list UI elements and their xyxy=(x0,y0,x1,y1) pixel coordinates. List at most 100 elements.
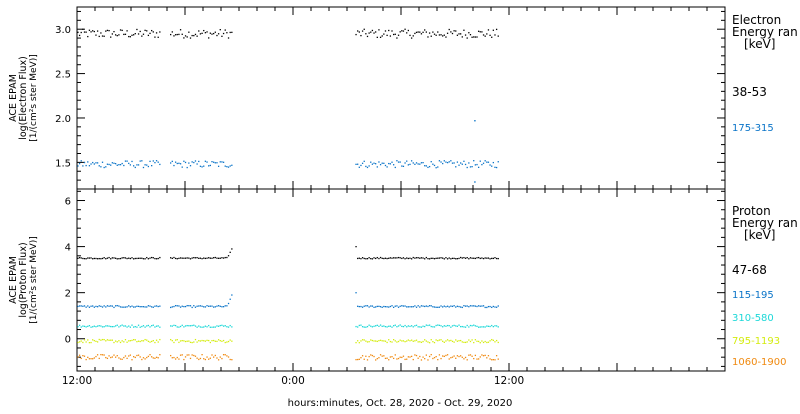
data-point xyxy=(188,257,190,259)
data-point xyxy=(432,306,434,308)
data-point xyxy=(389,257,392,259)
data-point xyxy=(355,245,357,248)
data-point xyxy=(381,306,383,308)
data-point xyxy=(111,339,113,341)
data-point xyxy=(116,324,118,326)
data-point xyxy=(108,355,110,357)
data-point xyxy=(154,305,156,307)
data-point xyxy=(90,31,92,33)
data-point xyxy=(92,161,94,164)
data-point xyxy=(415,31,418,34)
data-point xyxy=(95,305,97,308)
data-point xyxy=(425,354,427,356)
data-point xyxy=(124,257,127,259)
data-point xyxy=(394,33,396,35)
data-point xyxy=(371,339,374,342)
data-point xyxy=(399,356,401,358)
data-point xyxy=(357,358,359,361)
data-point xyxy=(401,325,403,328)
data-point xyxy=(375,359,377,361)
data-point xyxy=(437,257,439,259)
data-point xyxy=(461,306,463,309)
data-point xyxy=(468,339,470,341)
data-point xyxy=(85,164,87,167)
data-point xyxy=(83,325,86,328)
data-point xyxy=(90,257,92,259)
data-point xyxy=(174,324,177,327)
data-point xyxy=(116,34,118,37)
data-point xyxy=(229,339,231,341)
data-point xyxy=(85,358,87,361)
data-point xyxy=(157,325,159,327)
data-point xyxy=(132,326,135,328)
data-point xyxy=(184,340,187,343)
data-point xyxy=(437,324,439,326)
data-point xyxy=(78,34,81,37)
data-point xyxy=(358,257,360,259)
data-point xyxy=(360,357,362,359)
data-point xyxy=(194,257,197,259)
data-point xyxy=(463,29,465,31)
data-point xyxy=(489,164,491,166)
data-point xyxy=(110,164,112,166)
data-point xyxy=(486,33,488,35)
data-point xyxy=(495,306,498,308)
data-point xyxy=(90,341,92,344)
data-point xyxy=(373,325,375,327)
data-point xyxy=(492,161,494,164)
data-point xyxy=(378,339,380,342)
data-point xyxy=(221,357,223,360)
data-point xyxy=(366,35,369,38)
data-point xyxy=(414,325,416,327)
data-point xyxy=(85,341,87,343)
data-point xyxy=(396,160,398,162)
data-point xyxy=(473,357,475,360)
data-point xyxy=(428,305,431,307)
data-point xyxy=(96,162,99,164)
data-point xyxy=(357,257,359,260)
data-point xyxy=(394,340,396,342)
data-point xyxy=(113,325,115,328)
data-point xyxy=(144,306,146,308)
data-point xyxy=(231,31,233,34)
data-point xyxy=(111,356,113,358)
data-point xyxy=(108,256,110,259)
data-point xyxy=(396,257,398,259)
data-point xyxy=(482,162,485,164)
data-point xyxy=(108,305,110,307)
data-point xyxy=(455,166,457,168)
data-point xyxy=(363,28,365,30)
data-point xyxy=(469,166,472,168)
data-point xyxy=(98,325,100,327)
data-point xyxy=(358,31,360,33)
data-point xyxy=(357,340,359,342)
data-point xyxy=(110,356,112,359)
data-point xyxy=(149,354,151,356)
data-point xyxy=(193,161,195,164)
data-point xyxy=(174,257,177,260)
data-point xyxy=(198,257,200,260)
data-point xyxy=(394,305,396,307)
data-point xyxy=(129,36,132,38)
data-point xyxy=(222,306,225,308)
data-point xyxy=(445,325,447,327)
data-point xyxy=(93,30,95,33)
data-point xyxy=(105,325,107,327)
data-point xyxy=(113,354,115,356)
data-point xyxy=(152,340,154,342)
data-point xyxy=(404,341,406,343)
data-point xyxy=(361,355,364,357)
data-point xyxy=(123,164,125,167)
data-point xyxy=(389,340,392,343)
data-point xyxy=(111,257,113,259)
data-point xyxy=(440,305,442,307)
data-point xyxy=(491,36,493,38)
data-point xyxy=(360,305,362,308)
data-point xyxy=(100,339,102,341)
data-point xyxy=(108,163,110,166)
data-point xyxy=(105,306,107,308)
y-tick-label: 1.5 xyxy=(55,158,71,169)
data-point xyxy=(178,341,180,344)
data-point xyxy=(154,36,156,38)
data-point xyxy=(108,325,110,327)
